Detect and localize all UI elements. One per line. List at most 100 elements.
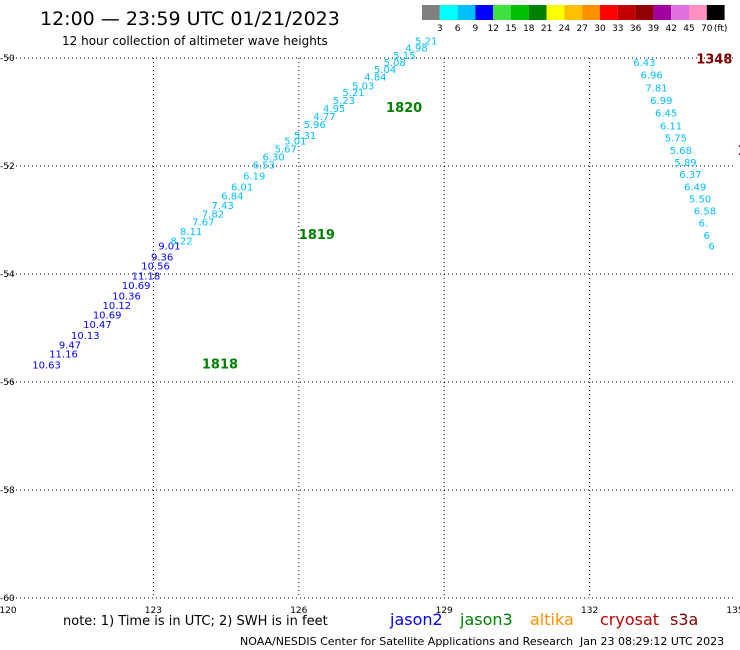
wave-height-value: 6.11 [660, 121, 682, 132]
chart-title: 12:00 — 23:59 UTC 01/21/2023 [40, 8, 340, 30]
satellite-name: cryosat [600, 610, 659, 629]
wave-height-value: 6.53 [253, 161, 275, 172]
colorbar-swatch [600, 5, 618, 20]
colorbar-swatch [457, 5, 476, 20]
wave-height-value: 9.47 [59, 341, 81, 352]
colorbar-label: 18 [523, 24, 535, 34]
colorbar-swatch [706, 5, 725, 20]
colorbar-label: 24 [559, 24, 571, 34]
colorbar-label: 30 [594, 24, 606, 34]
y-tick-label: -56 [0, 378, 15, 388]
wave-height-value: 10.13 [71, 331, 100, 342]
satellite-name: s3a [670, 610, 698, 629]
wave-height-value: 6.58 [694, 207, 716, 218]
x-tick-label: 135 [726, 606, 740, 616]
colorbar-label: 15 [505, 24, 516, 34]
wave-height-value: 9.36 [151, 253, 173, 264]
wave-height-value: 4.84 [364, 73, 386, 84]
wave-height-value: 9.01 [158, 242, 180, 253]
colorbar-swatch [635, 5, 654, 20]
y-tick-label: -50 [0, 54, 15, 64]
y-axis-ticks: -50 -52 -54 -56 -58 -60 [0, 54, 15, 604]
colorbar-swatch [511, 5, 529, 20]
wave-height-value: 6. [699, 218, 709, 229]
wave-height-value: 6.19 [243, 172, 265, 183]
wave-height-value: 10.47 [83, 320, 112, 331]
wave-height-value: 6.45 [655, 108, 677, 119]
pass-number-label: 1818 [202, 358, 238, 373]
colorbar-swatch [689, 5, 707, 20]
wave-height-value: 5.31 [294, 131, 316, 142]
pass-labels: 1818 1819 1820 1348 1 [202, 52, 740, 372]
pass-number-label: 1820 [386, 101, 422, 116]
footnote: note: 1) Time is in UTC; 2) SWH is in fe… [63, 614, 328, 629]
colorbar-label: 27 [576, 24, 587, 34]
wave-height-value: 6.49 [684, 182, 706, 193]
colorbar-swatch [528, 5, 547, 20]
wave-height-value: 7.81 [645, 83, 667, 94]
wave-height-value: 5.21 [342, 88, 364, 99]
satellite-name: jason3 [459, 610, 513, 629]
x-tick-label: 126 [290, 606, 307, 616]
wave-height-value: 10.56 [141, 262, 170, 273]
colorbar-unit: (ft) [714, 24, 728, 34]
colorbar-swatch [546, 5, 565, 20]
wave-height-value: 4.77 [313, 112, 335, 123]
colorbar-swatch [422, 5, 440, 20]
pass-number-label: 1 [737, 144, 740, 159]
colorbar-label: 12 [487, 24, 498, 34]
wave-height-value: 7.82 [202, 209, 224, 220]
x-axis-ticks: 120 123 126 129 132 135 [0, 606, 740, 616]
colorbar-label: 6 [455, 24, 461, 34]
wave-height-value: 10.12 [103, 301, 132, 312]
colorbar-swatch [671, 5, 689, 20]
wave-height-value: 5.75 [665, 134, 687, 145]
colorbar-label: 39 [648, 24, 660, 34]
colorbar-swatch [439, 5, 458, 20]
wave-height-value: 5.23 [333, 96, 355, 107]
satellite-legend: jason2 jason3 altika cryosat s3a [389, 610, 698, 629]
pass-number-label: 1819 [299, 228, 335, 243]
satellite-name: altika [530, 610, 574, 629]
y-tick-label: -60 [0, 594, 15, 604]
wave-height-value: 5.96 [304, 120, 326, 131]
x-tick-label: 120 [0, 606, 17, 616]
colorbar-legend: 3 6 9 12 15 18 21 24 27 30 33 36 39 42 45 70 (ft) [422, 5, 727, 34]
wave-height-value: 5.50 [689, 195, 711, 206]
wave-height-value: 5.01 [284, 136, 306, 147]
colorbar-swatch [475, 5, 494, 20]
wave-height-value: 8.11 [180, 227, 202, 238]
colorbar-label: 36 [630, 24, 642, 34]
wave-height-value: 6.01 [231, 182, 253, 193]
plot-area: 120 123 126 129 132 135 -50 -52 -54 -56 -58 -60 10… [0, 37, 740, 617]
wave-height-value: 5.15 [393, 51, 415, 62]
colorbar-swatch [653, 5, 672, 20]
wave-height-value: 5.03 [352, 81, 374, 92]
wave-height-value: 6 [708, 242, 714, 253]
pass-number-label: 1348 [696, 52, 732, 67]
x-tick-label: 132 [581, 606, 598, 616]
y-tick-label: -54 [0, 270, 15, 280]
y-tick-label: -58 [0, 486, 15, 496]
wave-height-value: 7.43 [212, 201, 234, 212]
wave-height-value: 5.08 [384, 58, 406, 69]
wave-height-value: 10.69 [122, 281, 151, 292]
wave-height-value: 6 [703, 231, 709, 242]
wave-height-value: 6.37 [679, 170, 701, 181]
wave-height-points: 10.6311.169.4710.1310.4710.6910.1210.361… [32, 37, 716, 372]
wave-height-value: 6.99 [650, 96, 672, 107]
wave-height-value: 5.89 [674, 158, 696, 169]
colorbar-label: 9 [473, 24, 479, 34]
wave-height-value: 6.43 [633, 58, 655, 69]
x-tick-label: 123 [145, 606, 162, 616]
colorbar-swatch [493, 5, 511, 20]
colorbar-label: 70 [701, 24, 713, 34]
colorbar-label: 21 [541, 24, 552, 34]
wave-height-value: 5.68 [670, 146, 692, 157]
wave-height-value: 5.67 [275, 145, 297, 156]
wave-height-value: 11.18 [132, 271, 161, 282]
colorbar-label: 33 [612, 24, 623, 34]
wave-height-value: 10.69 [93, 310, 122, 321]
